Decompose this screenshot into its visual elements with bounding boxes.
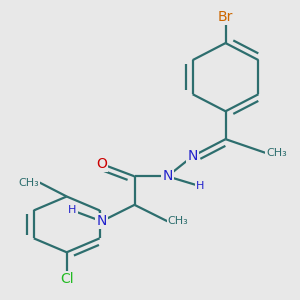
Text: Br: Br [218, 10, 233, 24]
Text: O: O [96, 157, 107, 171]
Text: Cl: Cl [60, 272, 74, 286]
Text: CH₃: CH₃ [167, 216, 188, 226]
Text: CH₃: CH₃ [266, 148, 287, 158]
Text: CH₃: CH₃ [19, 178, 40, 188]
Text: N: N [96, 214, 107, 228]
Text: H: H [68, 206, 77, 215]
Text: N: N [188, 149, 198, 163]
Text: N: N [162, 169, 172, 183]
Text: H: H [196, 181, 205, 191]
